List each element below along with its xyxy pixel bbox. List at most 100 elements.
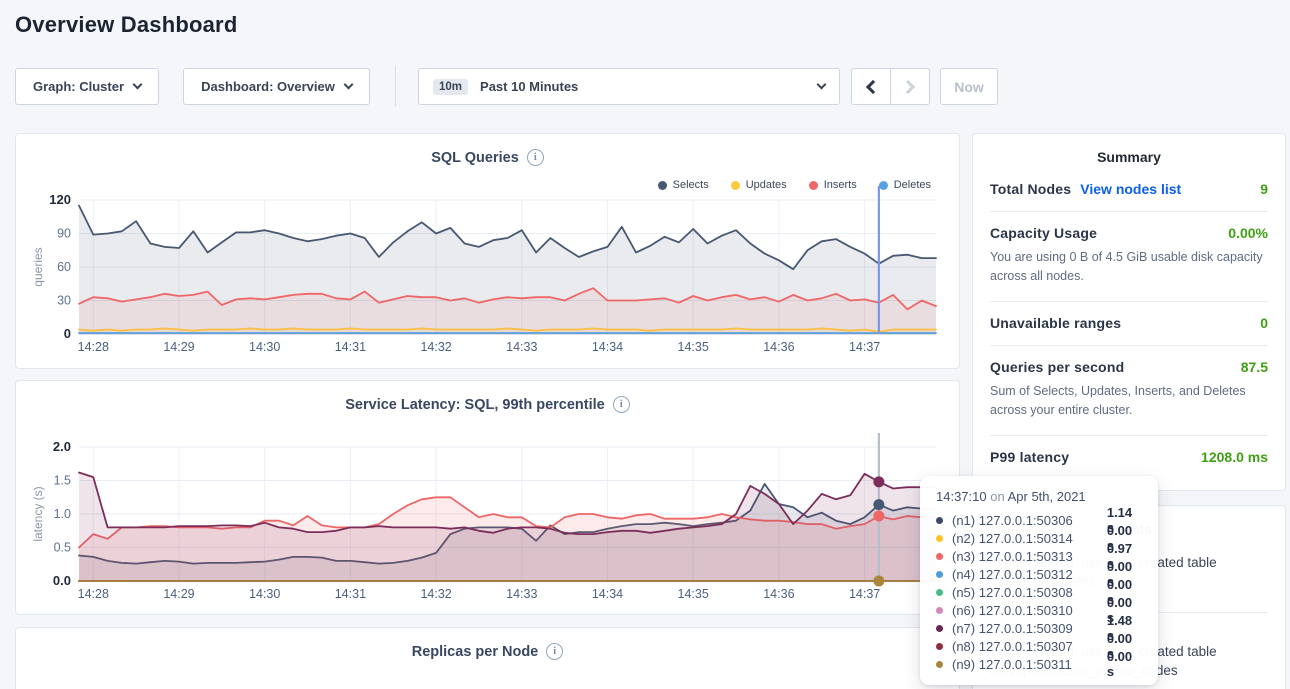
page-title: Overview Dashboard — [15, 12, 237, 38]
tooltip-node-label: (n6) 127.0.0.1:50310 — [952, 603, 1098, 618]
chevron-down-icon — [133, 80, 143, 90]
summary-title: Summary — [973, 134, 1285, 168]
tooltip-row: (n9) 127.0.0.1:503110.00 s — [936, 655, 1142, 673]
tooltip-node-label: (n2) 127.0.0.1:50314 — [952, 531, 1098, 546]
chart-title-text: Replicas per Node — [412, 644, 539, 660]
summary-rows: Total NodesView nodes list9Capacity Usag… — [973, 168, 1285, 479]
x-axis-tick-label: 14:36 — [763, 587, 794, 601]
hover-point-dot — [873, 476, 884, 487]
tooltip-node-label: (n1) 127.0.0.1:50306 — [952, 513, 1098, 528]
y-axis-title: queries — [31, 247, 45, 286]
x-axis-tick-label: 14:29 — [163, 340, 194, 354]
info-icon[interactable]: i — [546, 643, 563, 660]
now-button-label: Now — [954, 79, 984, 95]
graph-dropdown[interactable]: Graph: Cluster — [15, 68, 159, 105]
chevron-down-icon — [343, 80, 353, 90]
time-range-badge: 10m — [433, 79, 468, 95]
graph-dropdown-label: Graph: Cluster — [33, 79, 124, 94]
summary-row-value: 9 — [1260, 181, 1268, 197]
x-axis-tick-label: 14:34 — [592, 587, 623, 601]
time-range-dropdown[interactable]: 10m Past 10 Minutes — [418, 68, 840, 105]
tooltip-node-label: (n4) 127.0.0.1:50312 — [952, 567, 1098, 582]
legend-label: Inserts — [824, 179, 857, 191]
service-latency-chart[interactable]: 14:2814:2914:3014:3114:3214:3314:3414:35… — [16, 381, 961, 616]
y-axis-tick-label: 120 — [49, 192, 71, 207]
replicas-per-node-chart-card: Replicas per Node i — [15, 627, 960, 689]
view-nodes-list-link[interactable]: View nodes list — [1080, 181, 1181, 197]
series-color-dot-icon — [936, 625, 943, 632]
hover-point-dot — [873, 499, 884, 510]
service-latency-chart-card: Service Latency: SQL, 99th percentile i … — [15, 380, 960, 615]
summary-panel: Summary Total NodesView nodes list9Capac… — [972, 133, 1286, 491]
series-color-dot-icon — [936, 643, 943, 650]
x-axis-tick-label: 14:28 — [78, 587, 109, 601]
x-axis-tick-label: 14:32 — [420, 340, 451, 354]
tooltip-node-label: (n5) 127.0.0.1:50308 — [952, 585, 1098, 600]
x-axis-tick-label: 14:36 — [763, 340, 794, 354]
chart-hover-tooltip: 14:37:10 on Apr 5th, 2021 (n1) 127.0.0.1… — [920, 476, 1158, 685]
x-axis-tick-label: 14:31 — [335, 587, 366, 601]
legend-item-deletes[interactable]: Deletes — [879, 179, 931, 191]
y-axis-tick-label: 90 — [57, 227, 71, 241]
summary-row: Queries per second87.5Sum of Selects, Up… — [990, 346, 1268, 436]
tooltip-node-value: 0.00 s — [1107, 649, 1142, 679]
y-axis-tick-label: 1.5 — [54, 474, 71, 488]
x-axis-tick-label: 14:30 — [249, 340, 280, 354]
tooltip-date: Apr 5th, 2021 — [1008, 489, 1086, 504]
x-axis-tick-label: 14:37 — [849, 587, 880, 601]
time-prev-button[interactable] — [851, 68, 891, 105]
x-axis-tick-label: 14:28 — [78, 340, 109, 354]
series-color-dot-icon — [936, 589, 943, 596]
sql-queries-chart[interactable]: 14:2814:2914:3014:3114:3214:3314:3414:35… — [16, 134, 961, 370]
summary-row-description: Sum of Selects, Updates, Inserts, and De… — [990, 382, 1268, 421]
x-axis-tick-label: 14:34 — [592, 340, 623, 354]
summary-row-value: 0.00% — [1228, 225, 1268, 241]
summary-row-label: Unavailable ranges — [990, 315, 1121, 331]
x-axis-tick-label: 14:31 — [335, 340, 366, 354]
time-next-button[interactable] — [890, 68, 930, 105]
x-axis-tick-label: 14:30 — [249, 587, 280, 601]
tooltip-node-label: (n7) 127.0.0.1:50309 — [952, 621, 1098, 636]
y-axis-tick-label: 30 — [57, 294, 71, 308]
summary-row-label: Capacity Usage — [990, 225, 1097, 241]
y-axis-tick-label: 1.0 — [54, 507, 71, 521]
legend-dot-icon — [879, 181, 888, 190]
tooltip-node-label: (n3) 127.0.0.1:50313 — [952, 549, 1098, 564]
summary-row: Capacity Usage 0.00% You are using 0 B of … — [990, 212, 1268, 302]
y-axis-tick-label: 2.0 — [53, 439, 71, 454]
x-axis-tick-label: 14:37 — [849, 340, 880, 354]
chart-title-replicas-per-node: Replicas per Node i — [16, 643, 959, 660]
y-axis-tick-label: 60 — [57, 260, 71, 274]
dashboard-dropdown-label: Dashboard: Overview — [201, 79, 335, 94]
sql-queries-chart-card: SQL Queries i SelectsUpdatesInsertsDelet… — [15, 133, 960, 369]
x-axis-tick-label: 14:29 — [163, 587, 194, 601]
chevron-left-icon — [866, 79, 880, 93]
now-button[interactable]: Now — [940, 68, 998, 105]
hover-point-dot — [873, 511, 884, 522]
tooltip-node-label: (n8) 127.0.0.1:50307 — [952, 639, 1098, 654]
tooltip-timestamp: 14:37:10 on Apr 5th, 2021 — [936, 489, 1142, 504]
series-color-dot-icon — [936, 571, 943, 578]
legend-label: Deletes — [894, 179, 931, 191]
legend-label: Selects — [673, 179, 709, 191]
tooltip-time: 14:37:10 — [936, 489, 987, 504]
dashboard-dropdown[interactable]: Dashboard: Overview — [183, 68, 370, 105]
toolbar-divider — [395, 66, 396, 107]
legend-item-inserts[interactable]: Inserts — [809, 179, 857, 191]
x-axis-tick-label: 14:33 — [506, 587, 537, 601]
series-color-dot-icon — [936, 661, 943, 668]
summary-row-description: You are using 0 B of 4.5 GiB usable disk… — [990, 248, 1268, 287]
y-axis-tick-label: 0.5 — [54, 541, 71, 555]
x-axis-tick-label: 14:35 — [678, 340, 709, 354]
legend-item-updates[interactable]: Updates — [731, 179, 787, 191]
summary-row-label: P99 latency — [990, 449, 1069, 465]
tooltip-node-label: (n9) 127.0.0.1:50311 — [952, 657, 1098, 672]
summary-row-label: Queries per second — [990, 359, 1124, 375]
legend-dot-icon — [658, 181, 667, 190]
y-axis-tick-label: 0.0 — [53, 573, 71, 588]
y-axis-tick-label: 0 — [64, 326, 71, 341]
legend-item-selects[interactable]: Selects — [658, 179, 709, 191]
legend-dot-icon — [731, 181, 740, 190]
y-axis-title: latency (s) — [31, 486, 45, 541]
time-range-label: Past 10 Minutes — [480, 79, 578, 94]
